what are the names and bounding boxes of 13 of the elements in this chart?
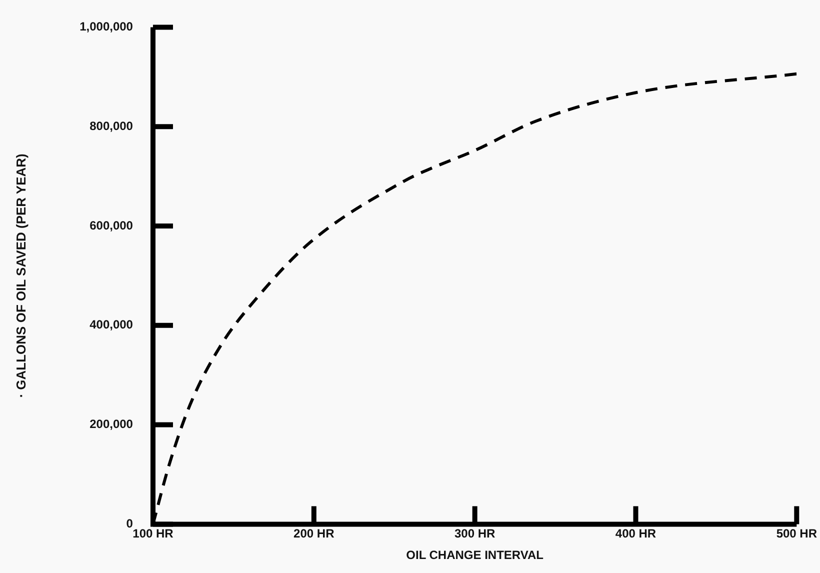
x-tick-label: 400 HR	[615, 526, 656, 541]
x-tick-label: 500 HR	[776, 526, 818, 541]
x-tick-label: 300 HR	[454, 526, 496, 541]
x-tick-label: 200 HR	[294, 526, 335, 541]
y-tick-label: 400,000	[90, 318, 134, 332]
y-tick-label: 800,000	[90, 118, 134, 133]
y-tick-label: 1,000,000	[80, 20, 134, 34]
y-tick-label: 0	[126, 516, 134, 531]
y-tick-label: 200,000	[90, 417, 134, 432]
y-tick-label: 600,000	[90, 218, 134, 232]
x-tick-label: 100 HR	[132, 526, 174, 541]
y-axis-title: · GALLONS OF OIL SAVED (PER YEAR)	[13, 154, 28, 398]
x-axis-title: OIL CHANGE INTERVAL	[406, 548, 544, 562]
